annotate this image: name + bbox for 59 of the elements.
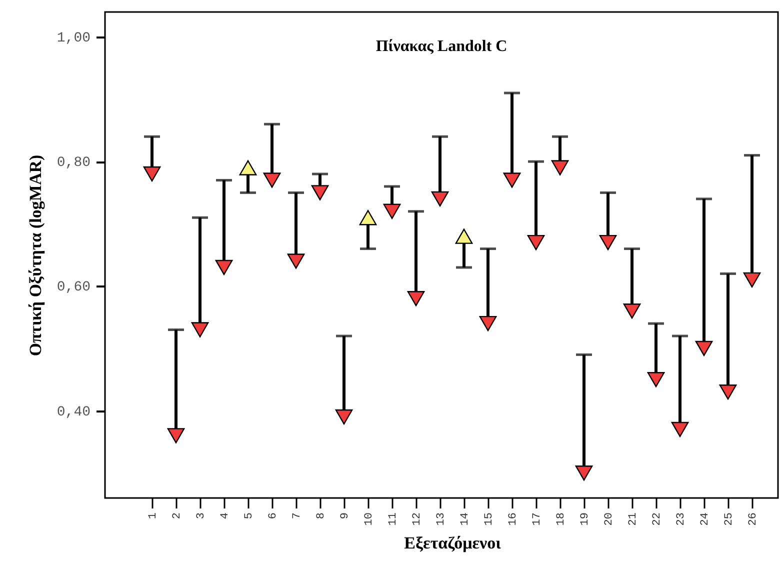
x-tick-label: 25: [724, 512, 736, 526]
point: [167, 428, 185, 444]
x-tick-label: 1: [148, 512, 160, 520]
text: Πίνακας Landolt C: [376, 38, 508, 55]
point: [743, 272, 761, 288]
y-tick-label: 0,80: [56, 155, 90, 172]
x-tick-label: 6: [268, 512, 280, 520]
x-tick-label: 20: [604, 512, 616, 526]
point: [647, 372, 665, 388]
x-tick-label: 22: [652, 512, 664, 526]
x-tick-label: 8: [316, 512, 328, 520]
x-tick-label: 9: [340, 512, 352, 520]
point: [215, 260, 233, 276]
point: [719, 384, 737, 400]
x-tick-label: 15: [484, 512, 496, 526]
x-tick-label: 11: [388, 512, 400, 526]
x-tick-label: 24: [700, 512, 712, 526]
point: [191, 322, 209, 338]
point: [431, 191, 449, 207]
x-tick-label: 13: [436, 512, 448, 526]
point: [311, 185, 329, 200]
x-tick-label: 21: [628, 512, 640, 526]
x-tick-label: 7: [292, 512, 304, 520]
point: [551, 160, 569, 176]
y-tick-label: 0,40: [56, 404, 90, 420]
point: [407, 291, 425, 306]
point: [239, 160, 257, 176]
point: [695, 340, 713, 356]
y-axis-title: Οπτική Οξύτητα (logMAR): [26, 154, 45, 356]
x-axis-title: Εξεταζόμενοι: [404, 534, 502, 553]
x-tick-label: 5: [244, 512, 256, 520]
x-tick-label: 26: [748, 512, 760, 526]
point: [263, 172, 281, 188]
x-tick-label: 23: [676, 512, 688, 526]
point: [335, 409, 353, 425]
point: [143, 166, 161, 182]
x-tick-label: 16: [508, 512, 520, 526]
x-tick-label: 12: [412, 512, 424, 526]
point: [599, 234, 617, 250]
x-tick-label: 19: [580, 512, 592, 526]
y-tick-label: 1,00: [56, 30, 90, 46]
point: [575, 465, 593, 481]
point: [671, 422, 689, 438]
point: [359, 210, 377, 226]
x-tick-label: 2: [172, 512, 184, 520]
point: [503, 172, 521, 188]
point: [455, 228, 473, 244]
x-tick-label: 3: [196, 512, 208, 520]
y-tick-label: 0,60: [56, 280, 90, 296]
point: [623, 303, 641, 319]
x-tick-label: 17: [532, 512, 544, 526]
point: [383, 204, 401, 219]
point: [287, 254, 305, 269]
x-tick-label: 10: [364, 512, 376, 526]
x-tick-label: 14: [460, 512, 472, 526]
point: [527, 234, 545, 250]
x-tick-label: 4: [220, 512, 232, 520]
point: [479, 316, 497, 332]
x-tick-label: 18: [556, 512, 568, 526]
